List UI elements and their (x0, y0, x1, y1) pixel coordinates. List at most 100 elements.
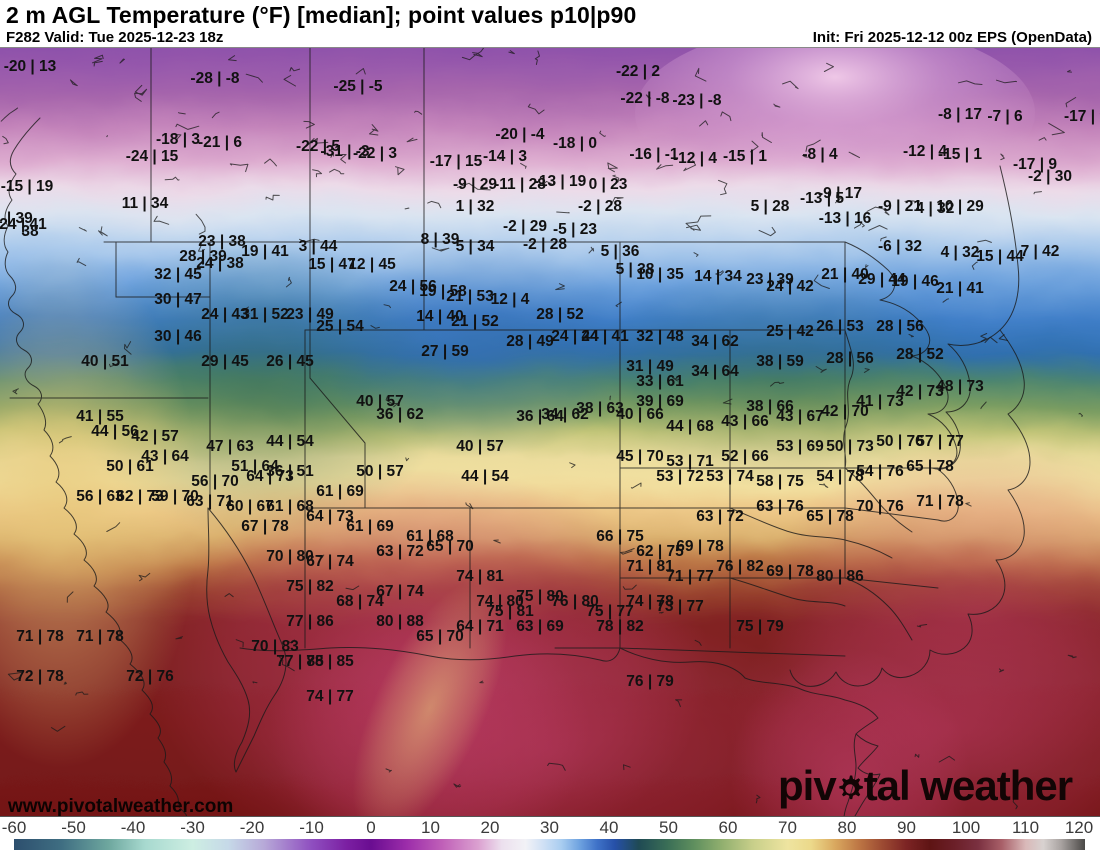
svg-text:65 | 78: 65 | 78 (906, 458, 954, 475)
svg-text:-12 | 4: -12 | 4 (673, 150, 717, 167)
svg-text:43 | 66: 43 | 66 (721, 413, 769, 430)
svg-text:5 | 28: 5 | 28 (751, 198, 790, 215)
svg-text:3 | 44: 3 | 44 (299, 238, 338, 255)
svg-text:63 | 69: 63 | 69 (516, 618, 564, 635)
svg-text:53 | 74: 53 | 74 (706, 468, 754, 485)
svg-text:76 | 80: 76 | 80 (551, 593, 598, 610)
svg-text:69 | 78: 69 | 78 (676, 538, 724, 555)
svg-text:32 | 48: 32 | 48 (636, 328, 684, 345)
svg-text:47 | 63: 47 | 63 (206, 438, 254, 455)
svg-text:67 | 74: 67 | 74 (306, 553, 354, 570)
svg-text:-17 | 15: -17 | 15 (430, 153, 483, 170)
svg-text:10 | 29: 10 | 29 (936, 198, 984, 215)
svg-text:75 | 81: 75 | 81 (486, 603, 534, 620)
svg-text:39 | 69: 39 | 69 (636, 393, 684, 410)
svg-text:-2 | 29: -2 | 29 (503, 218, 547, 235)
svg-text:72 | 76: 72 | 76 (126, 668, 174, 685)
svg-text:29 | 45: 29 | 45 (201, 353, 249, 370)
svg-text:64 | 71: 64 | 71 (456, 618, 504, 635)
svg-text:69 | 78: 69 | 78 (766, 563, 814, 580)
svg-text:-16 | -1: -16 | -1 (629, 146, 679, 163)
svg-text:-21 | 6: -21 | 6 (198, 134, 242, 151)
svg-text:63 | 72: 63 | 72 (696, 508, 743, 525)
svg-text:-9 | 17: -9 | 17 (818, 185, 862, 202)
svg-text:-13 | 16: -13 | 16 (819, 210, 872, 227)
svg-text:28 | 49: 28 | 49 (506, 333, 554, 350)
svg-text:32 | 45: 32 | 45 (154, 266, 202, 283)
svg-text:7 | 42: 7 | 42 (1021, 243, 1060, 260)
svg-text:14 | 34: 14 | 34 (694, 268, 742, 285)
svg-text:19 | 41: 19 | 41 (241, 243, 289, 260)
svg-text:-8 | 17: -8 | 17 (938, 106, 982, 123)
svg-text:27 | 59: 27 | 59 (421, 343, 469, 360)
svg-text:70 | 76: 70 | 76 (856, 498, 904, 515)
svg-text:-13 | 19: -13 | 19 (534, 173, 587, 190)
svg-text:0 | 23: 0 | 23 (589, 176, 628, 193)
svg-text:-23 | -8: -23 | -8 (672, 92, 722, 109)
svg-text:50 | 73: 50 | 73 (826, 438, 874, 455)
svg-text:-2 | 30: -2 | 30 (1028, 168, 1072, 185)
svg-text:74 | 77: 74 | 77 (306, 688, 353, 705)
svg-text:71 | 77: 71 | 77 (666, 568, 713, 585)
svg-text:52 | 66: 52 | 66 (721, 448, 769, 465)
svg-text:54 | 76: 54 | 76 (856, 463, 904, 480)
svg-text:-15 | 19: -15 | 19 (1, 178, 54, 195)
svg-text:44 | 54: 44 | 54 (266, 433, 314, 450)
svg-text:-18 | 0: -18 | 0 (553, 135, 597, 152)
svg-text:67 | 78: 67 | 78 (241, 518, 289, 535)
svg-text:76 | 79: 76 | 79 (626, 673, 674, 690)
svg-text:73 | 77: 73 | 77 (656, 598, 703, 615)
svg-text:-24 | 15: -24 | 15 (126, 148, 179, 165)
svg-text:38 | 59: 38 | 59 (756, 353, 804, 370)
svg-text:61 | 69: 61 | 69 (316, 483, 364, 500)
svg-text:-14 | 3: -14 | 3 (483, 148, 527, 165)
svg-text:43 | 67: 43 | 67 (776, 408, 823, 425)
svg-text:-17 | 9: -17 | 9 (1064, 108, 1100, 125)
svg-text:-9 | 29: -9 | 29 (453, 176, 497, 193)
svg-text:-22 | 3: -22 | 3 (353, 145, 397, 162)
svg-text:-8 | 4: -8 | 4 (802, 146, 838, 163)
svg-text:-20 | -4: -20 | -4 (495, 126, 545, 143)
svg-text:34 | 64: 34 | 64 (691, 363, 739, 380)
svg-text:1 | 32: 1 | 32 (456, 198, 495, 215)
svg-text:45 | 70: 45 | 70 (616, 448, 663, 465)
svg-text:75 | 82: 75 | 82 (286, 578, 333, 595)
svg-text:-7 | 6: -7 | 6 (987, 108, 1023, 125)
svg-text:-22 | 2: -22 | 2 (616, 63, 660, 80)
svg-text:25 | 42: 25 | 42 (766, 323, 813, 340)
svg-text:5 | 36: 5 | 36 (601, 243, 640, 260)
svg-text:63 | 72: 63 | 72 (376, 543, 423, 560)
svg-text:26 | 45: 26 | 45 (266, 353, 314, 370)
svg-text:34 | 62: 34 | 62 (691, 333, 738, 350)
svg-text:78 | 82: 78 | 82 (596, 618, 643, 635)
svg-text:-22 | 5: -22 | 5 (296, 138, 340, 155)
svg-text:33 | 61: 33 | 61 (636, 373, 684, 390)
svg-text:24 | 42: 24 | 42 (766, 278, 813, 295)
svg-text:78 | 85: 78 | 85 (306, 653, 354, 670)
svg-text:74 | 81: 74 | 81 (456, 568, 504, 585)
svg-text:8 | 39: 8 | 39 (421, 231, 460, 248)
svg-text:42 | 57: 42 | 57 (131, 428, 178, 445)
svg-text:21 | 53: 21 | 53 (446, 288, 494, 305)
svg-text:28 | 56: 28 | 56 (826, 350, 874, 367)
svg-text:40 | 51: 40 | 51 (81, 353, 129, 370)
svg-text:15 | 44: 15 | 44 (976, 248, 1024, 265)
svg-text:44 | 68: 44 | 68 (666, 418, 714, 435)
svg-text:48 | 73: 48 | 73 (936, 378, 984, 395)
svg-text:40 | 57: 40 | 57 (456, 438, 503, 455)
svg-text:65 | 78: 65 | 78 (806, 508, 854, 525)
svg-text:11 | 34: 11 | 34 (122, 195, 169, 212)
svg-text:12 | 45: 12 | 45 (348, 256, 396, 273)
svg-text:10 | 35: 10 | 35 (636, 266, 684, 283)
svg-text:61 | 69: 61 | 69 (346, 518, 394, 535)
svg-text:71 | 78: 71 | 78 (76, 628, 124, 645)
svg-text:-6 | 32: -6 | 32 (878, 238, 922, 255)
svg-text:5 | 34: 5 | 34 (456, 238, 495, 255)
svg-text:63 | 76: 63 | 76 (756, 498, 804, 515)
svg-text:67 | 74: 67 | 74 (376, 583, 424, 600)
svg-text:38: 38 (21, 223, 39, 240)
svg-text:72 | 78: 72 | 78 (16, 668, 64, 685)
svg-text:31 | 52: 31 | 52 (241, 306, 288, 323)
svg-text:53 | 72: 53 | 72 (656, 468, 703, 485)
svg-text:26 | 53: 26 | 53 (816, 318, 864, 335)
